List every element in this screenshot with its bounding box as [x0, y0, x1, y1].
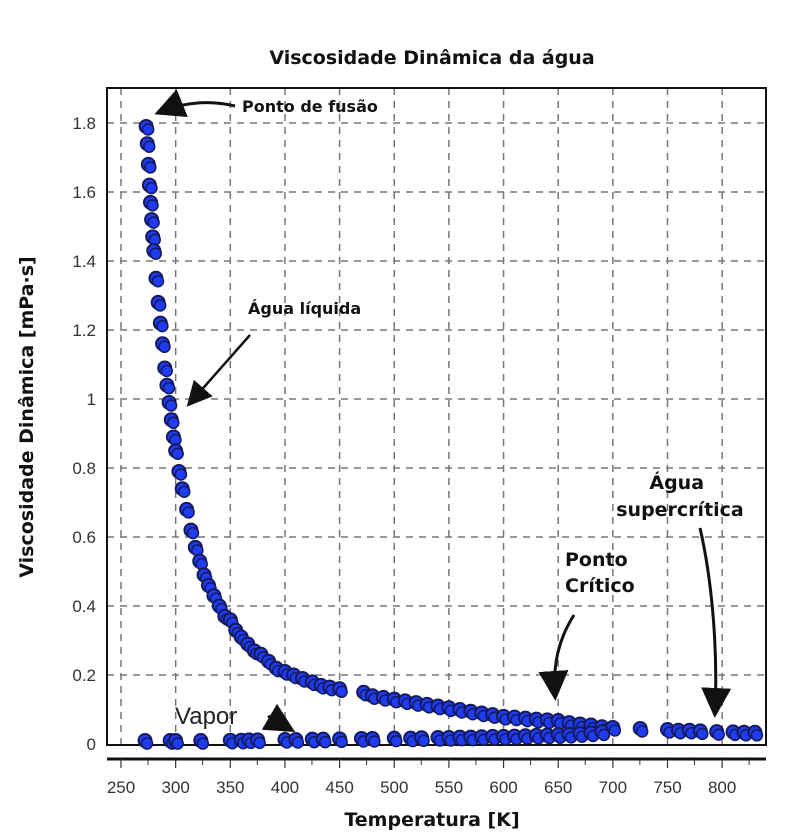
y-tick-label: 1.2 [72, 321, 96, 340]
x-tick-label: 350 [216, 778, 244, 797]
arrow-ponto-de-fusao [154, 89, 236, 118]
x-tick-label: 250 [107, 778, 135, 797]
x-tick-label: 300 [161, 778, 189, 797]
annotation-ponto-de-fusao: Ponto de fusão [242, 97, 378, 116]
data-point [253, 736, 266, 750]
arrow-agua-liquida [186, 334, 251, 407]
data-point [335, 735, 348, 749]
data-point [177, 485, 191, 498]
data-point [140, 737, 154, 750]
y-tick-label: 0.2 [72, 666, 96, 685]
x-tick-label: 700 [599, 778, 627, 797]
data-point [390, 734, 403, 748]
data-point [171, 447, 184, 460]
data-point [635, 725, 649, 738]
x-tick-label: 450 [325, 778, 353, 797]
annotation-ponto-critico-line2: Crítico [565, 575, 635, 597]
data-point [144, 161, 157, 174]
data-point [171, 737, 184, 750]
annotation-agua-liquida: Água líquida [248, 299, 361, 318]
y-tick-label: 0 [87, 735, 96, 754]
y-tick-label: 1.4 [72, 252, 96, 271]
data-point [597, 728, 611, 742]
data-point [318, 735, 332, 749]
y-tick-label: 1.8 [72, 114, 96, 133]
data-point [147, 216, 160, 229]
annotations: Ponto de fusão Água líquida Vapor Ponto … [154, 89, 744, 733]
annotation-agua-supercritica: Água supercrítica [616, 471, 744, 521]
data-point [156, 319, 169, 333]
arrow-ponto-critico [538, 614, 576, 701]
data-point [182, 506, 195, 519]
data-point [696, 727, 709, 741]
data-point [164, 399, 178, 412]
y-tick-label: 1 [87, 390, 96, 409]
data-point [368, 735, 381, 748]
y-axis: 0 0.2 0.4 0.6 0.8 1 1.2 1.4 1.6 1.8 [72, 114, 96, 754]
data-point [151, 275, 165, 288]
y-tick-label: 0.8 [72, 459, 96, 478]
data-point [291, 736, 305, 749]
annotation-vapor: Vapor [175, 703, 237, 730]
data-point [174, 468, 188, 481]
data-point [160, 364, 173, 378]
data-point [712, 728, 725, 741]
x-tick-label: 400 [271, 778, 299, 797]
chart-title: Viscosidade Dinâmica da água [269, 47, 594, 69]
data-point [186, 526, 200, 540]
y-tick-label: 1.6 [72, 183, 96, 202]
x-axis: 250 300 350 400 450 500 550 600 650 700 750 800 [107, 757, 766, 797]
x-tick-label: 650 [544, 778, 572, 797]
annotation-agua-supercritica-line2: supercrítica [616, 499, 744, 521]
data-point [153, 299, 167, 312]
data-point [167, 416, 180, 429]
data-point [196, 737, 210, 750]
data-point [608, 724, 622, 737]
arrow-vapor [261, 703, 296, 733]
data-point [142, 140, 156, 153]
y-tick-label: 0.6 [72, 528, 96, 547]
data-point [417, 734, 430, 748]
y-tick-label: 0.4 [72, 597, 96, 616]
annotation-ponto-critico-line1: Ponto [565, 549, 628, 571]
x-tick-label: 550 [435, 778, 463, 797]
data-point [149, 247, 163, 260]
data-point [750, 729, 764, 742]
data-point [145, 181, 158, 195]
x-tick-label: 750 [653, 778, 681, 797]
grid [107, 88, 766, 745]
data-point [335, 685, 348, 699]
data-points [137, 118, 764, 750]
annotation-agua-supercritica-line1: Água [649, 471, 704, 494]
data-point [146, 199, 159, 212]
annotation-ponto-critico: Ponto Crítico [565, 549, 635, 597]
data-point [141, 123, 155, 136]
x-tick-label: 600 [489, 778, 517, 797]
x-axis-label: Temperatura [K] [344, 809, 519, 831]
data-point [158, 340, 171, 354]
data-point [162, 381, 176, 395]
arrow-agua-supercritica [698, 527, 732, 718]
x-tick-label: 500 [380, 778, 408, 797]
y-axis-label: Viscosidade Dinâmica [mPa·s] [16, 256, 38, 577]
x-tick-label: 800 [708, 778, 736, 797]
